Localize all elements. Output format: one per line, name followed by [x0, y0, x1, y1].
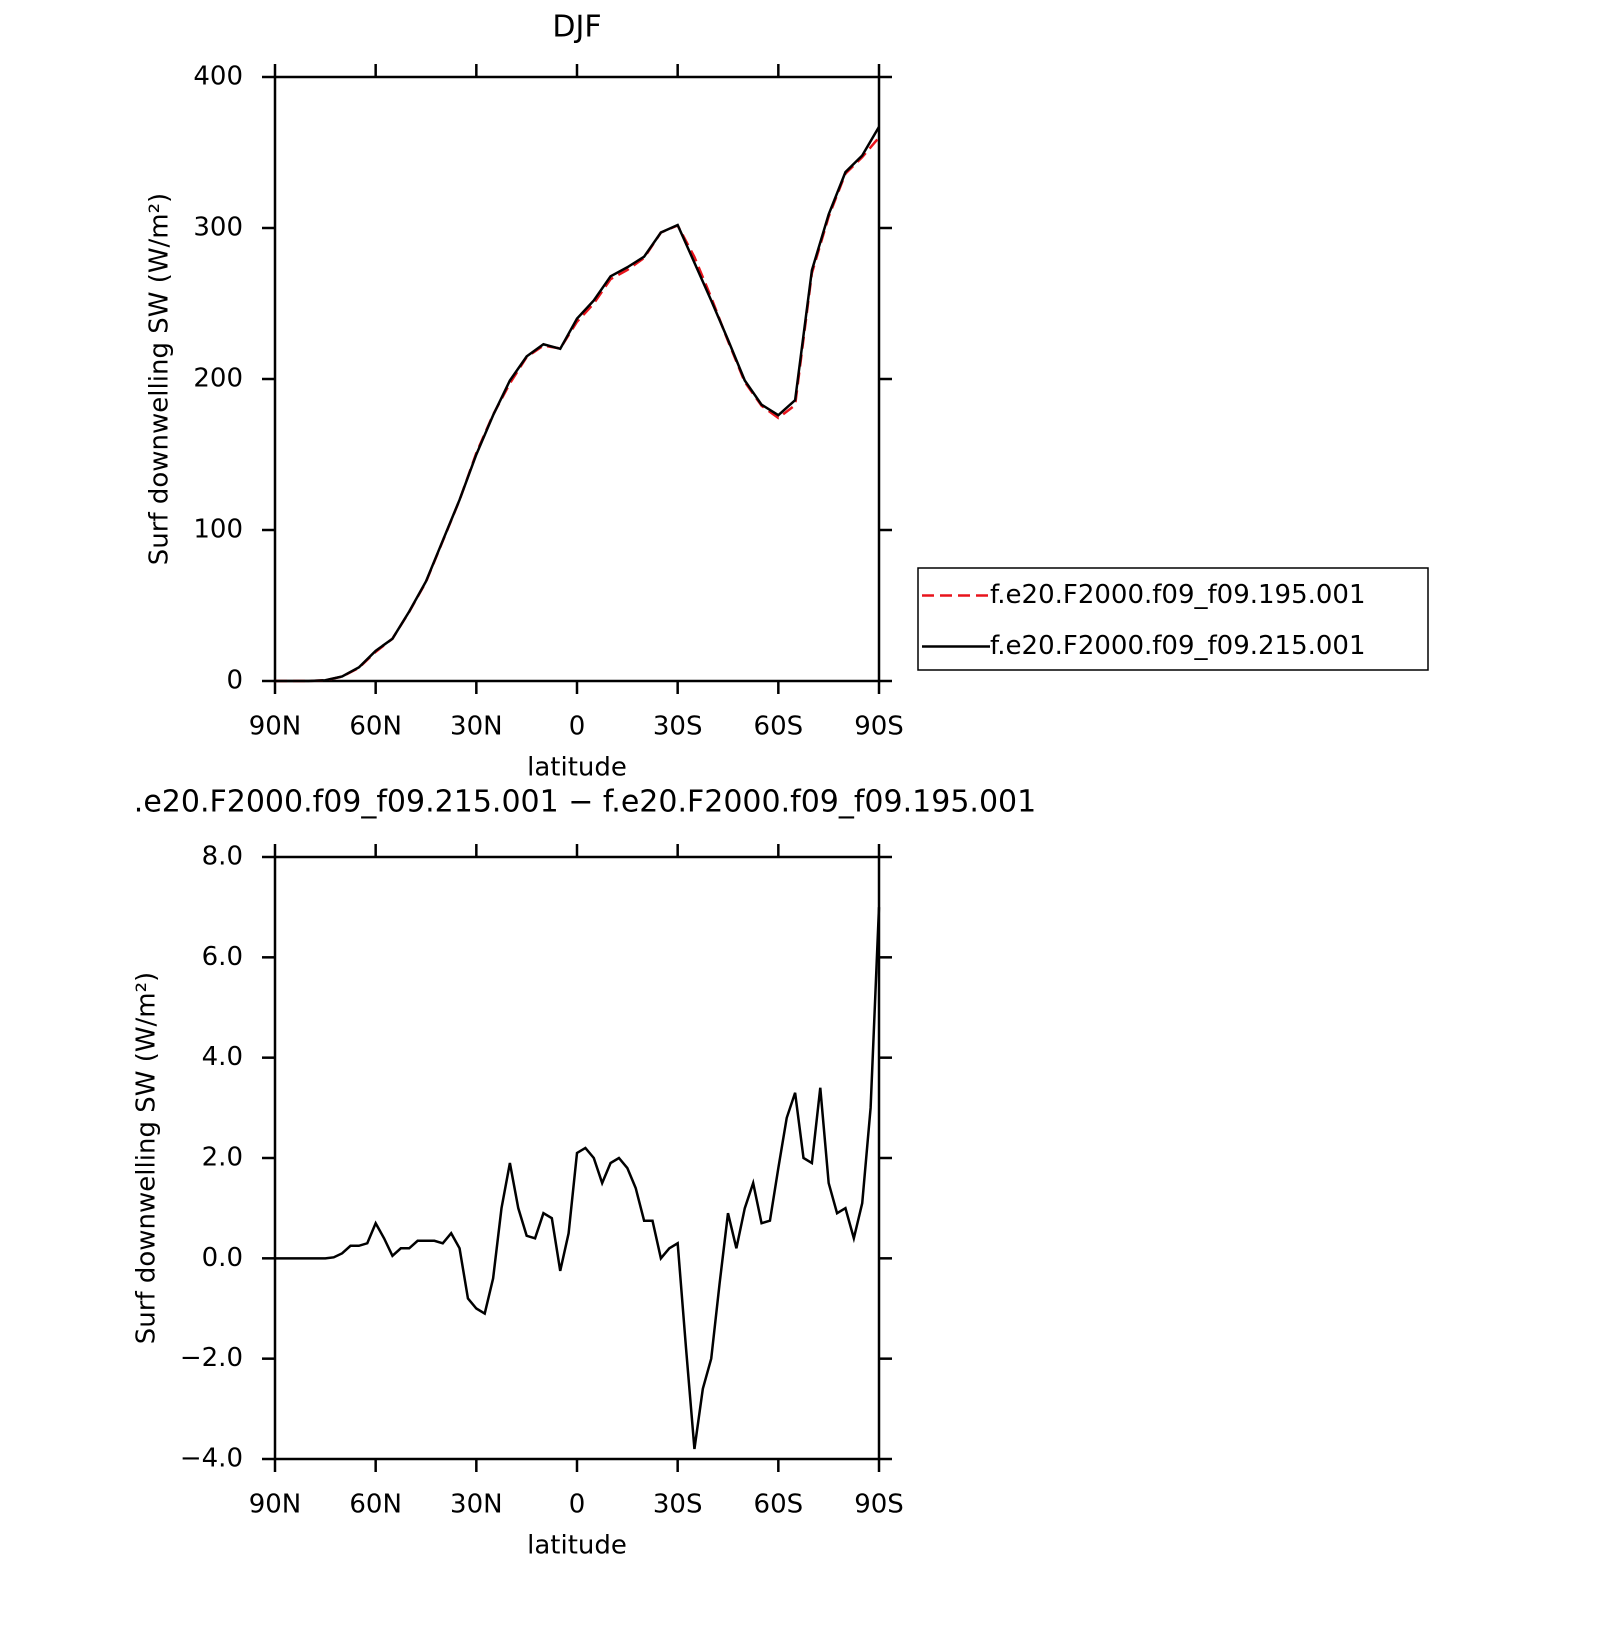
y-tick-label: 0.0 [202, 1243, 243, 1273]
x-tick-label: 30S [653, 712, 703, 742]
y-tick-label: 6.0 [202, 942, 243, 972]
y-tick-label: 4.0 [202, 1042, 243, 1072]
y-tick-label: 8.0 [202, 842, 243, 872]
plot-frame [273, 75, 881, 683]
y-tick-label: −4.0 [180, 1444, 243, 1474]
x-tick-label: 0 [569, 1490, 586, 1520]
x-tick-label: 90S [854, 1490, 904, 1520]
x-tick-label: 60S [754, 712, 804, 742]
x-tick-label: 30S [653, 1490, 703, 1520]
data-line [275, 126, 881, 683]
y-tick-label: 300 [193, 213, 243, 243]
y-tick-label: 200 [193, 364, 243, 394]
data-line [275, 136, 880, 683]
y-tick-label: 2.0 [202, 1143, 243, 1173]
y-tick-label: 100 [193, 515, 243, 545]
legend-label: f.e20.F2000.f09_f09.215.001 [990, 631, 1366, 661]
x-tick-label: 60N [349, 1490, 402, 1520]
legend-box [917, 567, 1429, 671]
x-tick-label: 90N [249, 712, 302, 742]
x-tick-label: 90S [854, 712, 904, 742]
chart-title: DJF [552, 10, 601, 45]
y-tick-label: 0 [226, 666, 243, 696]
x-tick-label: 60S [754, 1490, 804, 1520]
data-line [275, 907, 881, 1450]
y-tick-label: 400 [193, 62, 243, 92]
x-tick-label: 30N [450, 712, 503, 742]
chart-title: .e20.F2000.f09_f09.215.001 − f.e20.F2000… [134, 785, 1036, 820]
x-axis-label: latitude [527, 753, 627, 783]
y-tick-label: −2.0 [180, 1343, 243, 1373]
legend-label: f.e20.F2000.f09_f09.195.001 [990, 580, 1366, 610]
x-tick-label: 30N [450, 1490, 503, 1520]
x-tick-label: 0 [569, 712, 586, 742]
x-tick-label: 90N [249, 1490, 302, 1520]
plot-frame [273, 855, 881, 1461]
x-axis-label: latitude [527, 1531, 627, 1561]
y-axis-label: Surf downwelling SW (W/m²) [145, 193, 175, 565]
x-tick-label: 60N [349, 712, 402, 742]
y-axis-label: Surf downwelling SW (W/m²) [132, 972, 162, 1344]
